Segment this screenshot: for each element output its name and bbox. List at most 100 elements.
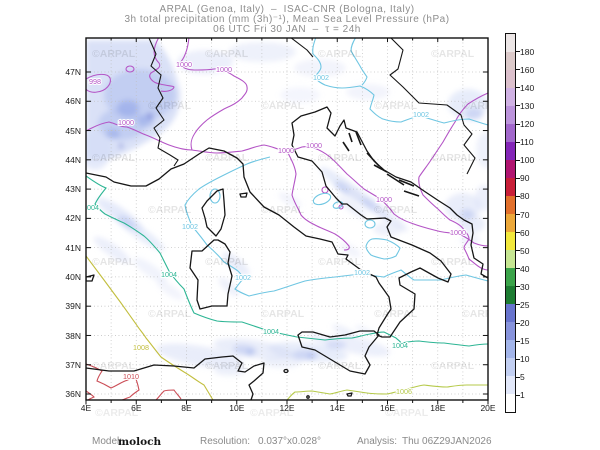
contour-value-label: 1010	[123, 372, 139, 381]
contour-998-1000-purple	[86, 38, 488, 271]
arpal-watermark: ©ARPAL	[148, 308, 192, 320]
lon-tick-label: 16E	[379, 403, 396, 413]
colorbar-segment	[506, 160, 515, 178]
colorbar-level-label: 140	[520, 82, 535, 93]
colorbar-level-label: 5	[520, 372, 525, 383]
precipitation-shading	[86, 40, 488, 376]
contour-1008-olive	[86, 255, 214, 400]
colorbar-level-label: 160	[520, 64, 535, 75]
colorbar-level-label: 110	[520, 137, 534, 148]
contour-labels: 998 1000 1000 1000 1000 1000 1000 1000 1002 1002 1…	[83, 59, 467, 397]
model-value: moloch	[118, 436, 162, 448]
colorbar-tick	[516, 358, 520, 360]
coastline-sicily	[297, 330, 380, 375]
lat-tick-label: 39N	[65, 301, 81, 312]
contour-value-label: 1004	[161, 270, 177, 279]
colorbar-segment	[506, 322, 515, 340]
colorbar-segment	[506, 214, 515, 232]
contour-value-label: 1000	[376, 195, 392, 204]
arpal-watermark: ©ARPAL	[148, 100, 192, 112]
model-label: Model:	[92, 436, 123, 447]
arpal-watermark: ©ARPAL	[205, 152, 249, 164]
arpal-watermark: ©ARPAL	[385, 407, 429, 419]
arpal-watermark: ©ARPAL	[261, 204, 305, 216]
lon-tick-label: 10E	[229, 403, 245, 413]
colorbar-tick	[516, 286, 520, 288]
colorbar-level-label: 25	[520, 299, 530, 310]
mslp-contours	[86, 38, 488, 400]
arpal-watermark: ©ARPAL	[95, 407, 139, 419]
coastline-pantelleria	[283, 368, 289, 374]
colorbar-tick	[516, 141, 520, 143]
lat-tick-label: 43N	[65, 184, 81, 195]
country-borders	[148, 38, 476, 175]
contour-1006-yellow-green	[286, 384, 488, 400]
colorbar-segment	[506, 250, 515, 268]
contour-value-label: 1002	[313, 73, 329, 82]
lon-tick-label: 20E	[480, 403, 496, 413]
figure-title-validtime: 06 UTC Fri 30 JAN – τ = 24h	[213, 24, 361, 35]
axis-ticks	[85, 38, 489, 405]
colorbar-segment	[506, 124, 515, 142]
colorbar-level-label: 120	[520, 119, 535, 129]
arpal-watermark: ©ARPAL	[92, 360, 136, 372]
colorbar-tick	[516, 250, 520, 252]
contour-value-label: 1000	[278, 146, 294, 155]
lat-tick-label: 47N	[65, 67, 81, 77]
colorbar-segment	[506, 34, 515, 52]
colorbar-tick	[516, 268, 520, 270]
watermarks: ©ARPAL ©ARPAL ©ARPAL ©ARPAL ©ARPAL ©ARPAL ©ARP…	[92, 48, 506, 372]
lat-tick-label: 46N	[65, 96, 81, 107]
figure-title-variables: 3h total precipitation (mm (3h)⁻¹), Mean…	[124, 14, 450, 25]
contour-value-label: 998	[89, 77, 101, 86]
lon-tick-label: 14E	[329, 403, 345, 413]
coastlines	[86, 38, 488, 400]
colorbar-level-label: 90	[520, 173, 530, 184]
lon-tick-label: 6E	[131, 403, 142, 413]
colorbar-segment	[506, 394, 515, 412]
coastline-sardinia	[189, 239, 233, 310]
colorbar-level-label: 100	[520, 155, 535, 166]
colorbar-tick	[516, 214, 520, 215]
colorbar-segment	[506, 142, 515, 160]
arpal-watermark: ©ARPAL	[92, 48, 136, 60]
arpal-watermark: ©ARPAL	[261, 100, 305, 112]
colorbar-level-label: 50	[520, 245, 530, 256]
colorbar-level-label: 30	[520, 281, 530, 292]
contour-value-label: 1004	[392, 341, 408, 350]
arpal-watermark: ©ARPAL	[250, 407, 294, 419]
colorbar-segment	[506, 70, 515, 88]
contour-1010-red	[86, 363, 182, 400]
coastline-croatian-islands	[342, 131, 420, 197]
contour-value-label: 1002	[413, 110, 429, 119]
colorbar-tick	[516, 195, 520, 197]
lat-tick-label: 44N	[65, 154, 81, 165]
map-frame	[85, 37, 489, 401]
contour-value-label: 1004	[263, 327, 279, 336]
coastline-corsica	[201, 188, 226, 237]
arpal-watermark: ©ARPAL	[374, 100, 418, 112]
contour-value-label: 1000	[176, 60, 192, 69]
resolution-value: 0.037°x0.028°	[258, 436, 322, 447]
contour-value-label: 1002	[182, 222, 198, 231]
contour-value-label: 1004	[83, 203, 99, 212]
analysis-value: Thu 06Z29JAN2026	[402, 436, 492, 447]
coastline-malta	[346, 392, 353, 397]
lon-tick-label: 8E	[181, 403, 192, 413]
contour-value-label: 1002	[354, 268, 370, 277]
colorbar-segment	[506, 196, 515, 214]
arpal-watermark: ©ARPAL	[92, 152, 136, 164]
lat-tick-label: 41N	[65, 242, 81, 253]
colorbar-tick	[516, 123, 520, 125]
arpal-watermark: ©ARPAL	[462, 308, 506, 320]
lat-tick-label: 37N	[65, 359, 81, 370]
resolution-label: Resolution:	[200, 436, 251, 447]
colorbar-segment	[506, 232, 515, 250]
lon-tick-label: 18E	[430, 403, 446, 413]
colorbar-level-label: 1	[520, 390, 525, 401]
lat-tick-label: 45N	[65, 125, 81, 136]
arpal-watermark: ©ARPAL	[205, 48, 249, 60]
arpal-watermark: ©ARPAL	[374, 308, 418, 320]
